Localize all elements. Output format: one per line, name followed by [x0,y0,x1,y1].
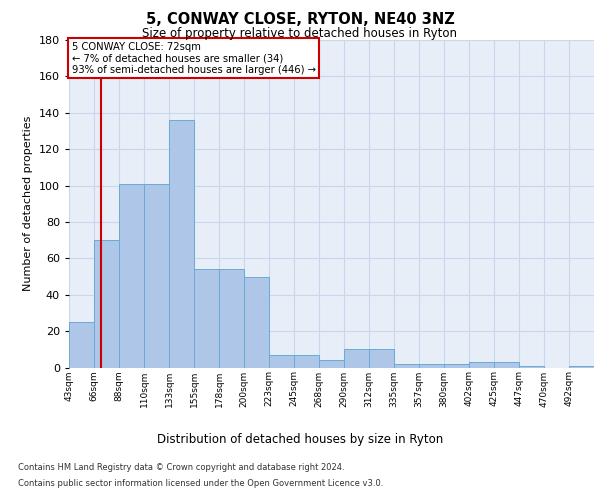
Bar [469,362,494,368]
Bar [194,269,219,368]
Text: Distribution of detached houses by size in Ryton: Distribution of detached houses by size … [157,432,443,446]
Bar [519,366,544,368]
Bar [269,355,294,368]
Bar [244,276,269,368]
Bar [569,366,594,368]
Bar [94,240,119,368]
Text: Contains HM Land Registry data © Crown copyright and database right 2024.: Contains HM Land Registry data © Crown c… [18,464,344,472]
Y-axis label: Number of detached properties: Number of detached properties [23,116,33,292]
Bar [344,350,369,368]
Text: 5 CONWAY CLOSE: 72sqm
← 7% of detached houses are smaller (34)
93% of semi-detac: 5 CONWAY CLOSE: 72sqm ← 7% of detached h… [71,42,316,75]
Bar [144,184,169,368]
Bar [319,360,344,368]
Bar [444,364,469,368]
Text: Size of property relative to detached houses in Ryton: Size of property relative to detached ho… [143,28,458,40]
Bar [294,355,319,368]
Bar [169,120,194,368]
Bar [219,269,244,368]
Bar [394,364,419,368]
Bar [419,364,444,368]
Bar [494,362,519,368]
Bar [119,184,144,368]
Text: Contains public sector information licensed under the Open Government Licence v3: Contains public sector information licen… [18,478,383,488]
Bar [369,350,394,368]
Text: 5, CONWAY CLOSE, RYTON, NE40 3NZ: 5, CONWAY CLOSE, RYTON, NE40 3NZ [146,12,454,28]
Bar [69,322,94,368]
